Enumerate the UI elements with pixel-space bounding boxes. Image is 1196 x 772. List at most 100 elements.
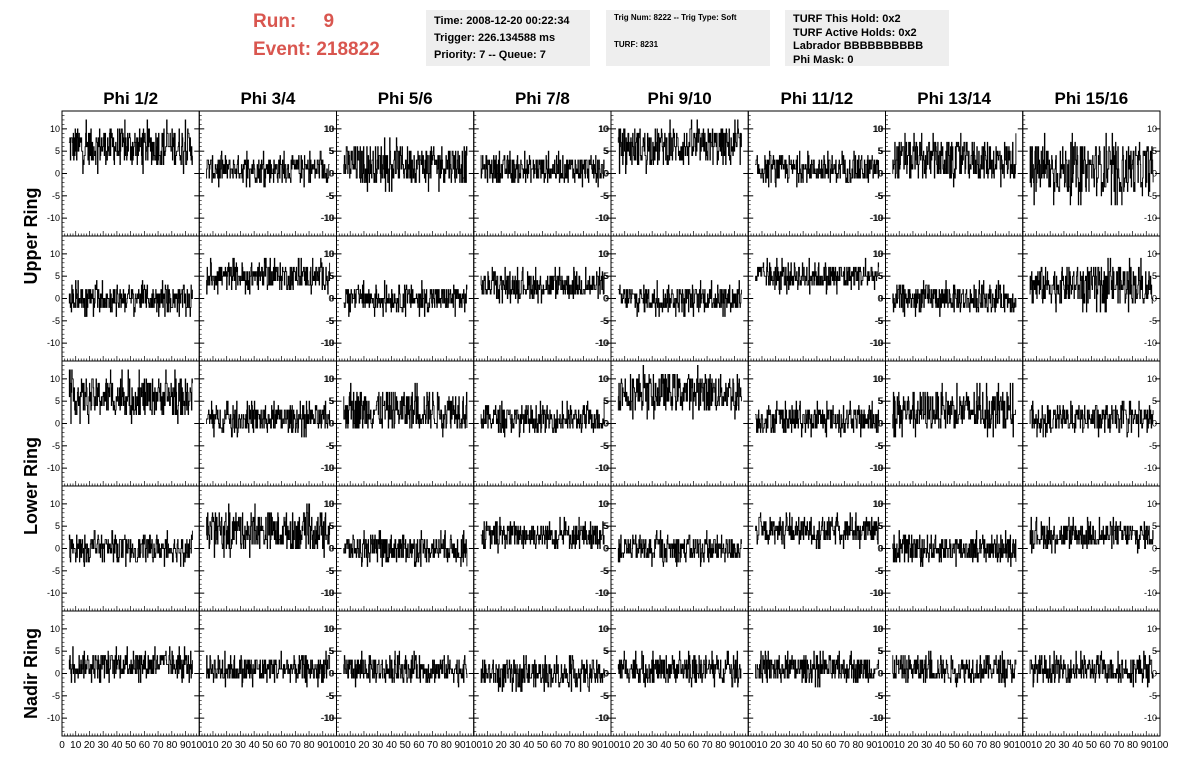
y-tick-label: 0 [329,169,334,179]
turf-hold-text: TURF This Hold: 0x2 [793,13,901,25]
waveform-trace [892,530,1017,567]
y-tick-label: 5 [329,396,334,406]
y-tick-label: -5 [875,191,883,201]
y-tick-label: 0 [328,294,333,304]
y-tick-label: -10 [320,713,333,723]
y-tick-label: -10 [870,213,883,223]
y-tick-label: 10 [323,624,333,634]
y-tick-label: 10 [323,249,333,259]
waveform-trace [617,119,742,174]
y-tick-label: 0 [878,294,883,304]
y-tick-label: -10 [870,713,883,723]
waveform-trace [343,382,468,438]
y-tick-label: -5 [1149,316,1157,326]
y-tick-label: 10 [598,249,608,259]
y-tick-label: -10 [321,338,334,348]
waveform-panel: -10 -5 0 5 10 [870,360,1024,487]
waveform-trace [892,382,1016,438]
y-tick-label: 0 [878,669,883,679]
y-tick-label: -10 [596,213,609,223]
panel-frame [610,610,749,737]
y-tick-label: 10 [873,624,883,634]
waveform-trace [480,655,605,692]
phi-column-title: Phi 9/10 [647,89,711,108]
waveform-trace [892,650,1017,688]
y-tick-label: -10 [596,588,609,598]
x-tick-label: 70 [427,740,439,751]
labrador-text: Labrador BBBBBBBBBB [793,40,924,52]
x-tick-label: 10 [756,740,768,751]
waveform-grid-chart: Phi 1/2 Phi 3/4 Phi 5/6 Phi 7/8 Phi 9/10 Phi … [21,89,1169,751]
y-tick-label: -10 [321,213,334,223]
waveform-panel: -10 -5 0 5 10 [870,485,1024,612]
x-tick-label: 100 [603,740,620,751]
y-tick-label: -10 [595,338,608,348]
y-tick-label: -10 [1144,713,1157,723]
phi-column-title: Phi 7/8 [515,89,570,108]
trig-num-text: Trig Num: 8222 -- Trig Type: Soft [614,13,737,22]
y-tick-label: 5 [329,271,334,281]
x-tick-label: 40 [111,740,123,751]
waveform-panel: -10 -5 0 5 10 [47,485,200,612]
x-tick-label: 60 [688,740,700,751]
phi-column-title: Phi 11/12 [780,89,853,108]
waveform-trace [755,650,880,688]
x-tick-label: 20 [84,740,96,751]
y-tick-label: -5 [1149,691,1157,701]
waveform-panel: -10 -5 0 5 10 [870,610,1024,737]
y-tick-label: 5 [328,146,333,156]
y-tick-label: -5 [52,191,60,201]
x-tick-label: 40 [249,740,261,751]
waveform-trace [755,150,880,188]
y-tick-label: 0 [55,419,60,429]
x-tick-label: 40 [386,740,398,751]
waveform-trace [617,650,742,688]
y-tick-label: 10 [872,124,882,134]
waveform-panel: -10 -5 0 5 10 [1022,360,1161,487]
y-tick-label: -10 [596,463,609,473]
turf-info-panel: TURF This Hold: 0x2 TURF Active Holds: 0… [785,10,949,66]
y-tick-label: 0 [329,669,334,679]
x-tick-label: 80 [303,740,315,751]
y-tick-label: 10 [873,374,883,384]
x-tick-label: 50 [949,740,961,751]
y-tick-label: 5 [1152,521,1157,531]
y-tick-label: 5 [55,146,60,156]
waveform-panel: -10 -5 0 5 10 [870,235,1024,362]
y-tick-label: -5 [1149,191,1157,201]
y-tick-label: -10 [1144,588,1157,598]
x-tick-label: 90 [729,740,741,751]
waveform-panel: -10 -5 0 5 10 [747,610,886,737]
y-tick-label: 0 [1152,544,1157,554]
x-tick-label: 50 [674,740,686,751]
phi-column-title: Phi 5/6 [378,89,433,108]
panel-frame [473,235,612,362]
y-tick-label: 0 [1152,669,1157,679]
x-tick-label: 60 [1100,740,1112,751]
y-tick-label: 0 [603,669,608,679]
x-tick-label: 70 [290,740,302,751]
y-tick-label: 5 [604,396,609,406]
x-tick-label: 40 [523,740,535,751]
y-tick-label: -10 [320,213,333,223]
ring-label: Lower Ring [21,437,41,535]
x-tick-label: 50 [262,740,274,751]
waveform-trace [480,516,605,554]
x-tick-label: 80 [166,740,178,751]
y-tick-label: 5 [877,396,882,406]
waveform-trace [343,137,468,192]
waveform-trace [68,530,193,567]
y-tick-label: 10 [324,624,334,634]
y-tick-label: -5 [601,316,609,326]
waveform-trace [206,150,330,188]
y-tick-label: 10 [1147,499,1157,509]
y-tick-label: -10 [320,588,333,598]
x-tick-label: 80 [1127,740,1139,751]
waveform-panel: -10 -5 0 5 10 [473,610,612,737]
y-tick-label: -10 [595,588,608,598]
x-tick-label: 50 [537,740,549,751]
x-tick-label: 100 [191,740,208,751]
x-tick-label: 100 [740,740,757,751]
y-tick-label: 10 [323,124,333,134]
y-tick-label: 0 [877,669,882,679]
